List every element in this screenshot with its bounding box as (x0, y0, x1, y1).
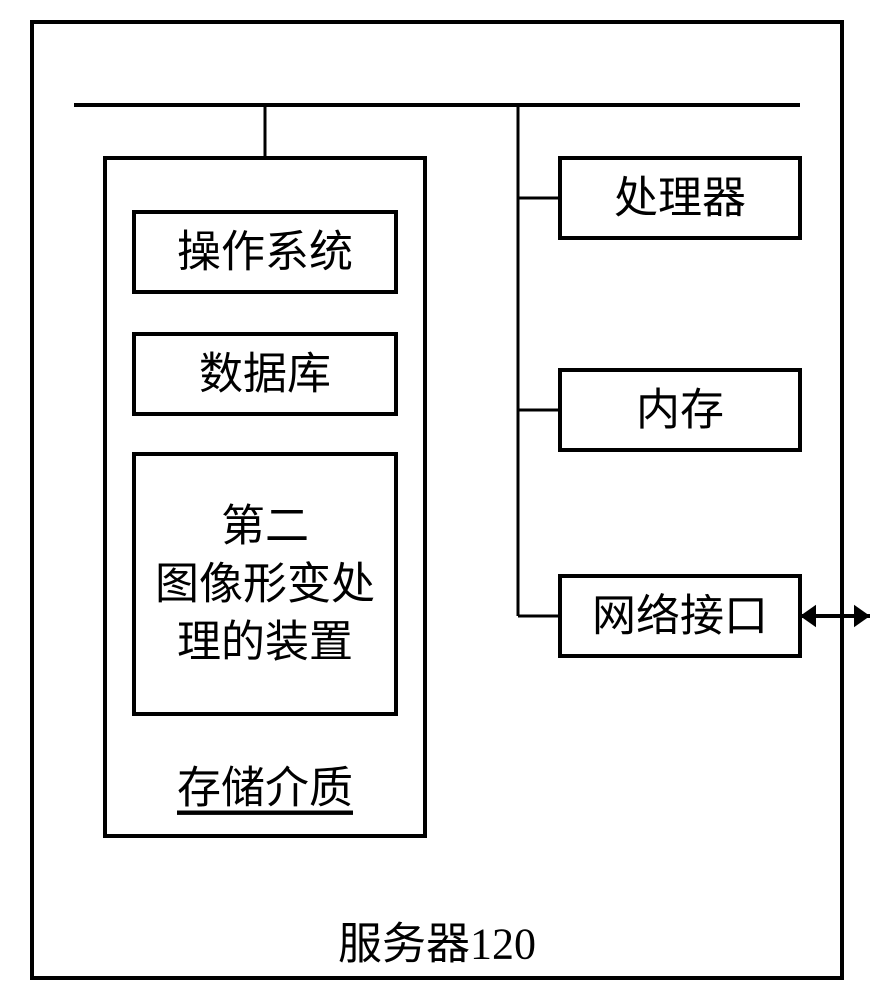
component-label-0: 处理器 (614, 174, 746, 223)
storage-item-label-1: 数据库 (199, 350, 331, 399)
server-caption: 服务器120 (338, 920, 536, 969)
storage-item-label-2-line-2: 理的装置 (177, 618, 353, 667)
storage-item-label-2-line-0: 第二 (221, 502, 309, 551)
component-label-1: 内存 (636, 386, 724, 435)
component-label-2: 网络接口 (592, 592, 768, 641)
storage-item-label-2-line-1: 图像形变处 (155, 560, 375, 609)
storage-medium-label: 存储介质 (177, 764, 353, 813)
storage-item-label-0: 操作系统 (177, 228, 353, 277)
